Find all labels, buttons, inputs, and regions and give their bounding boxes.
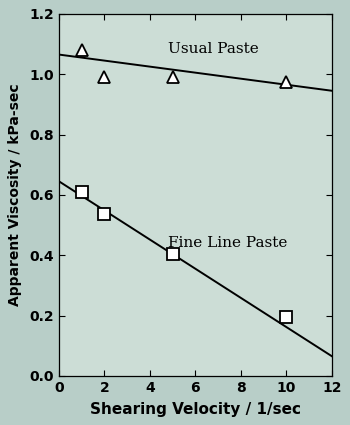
Y-axis label: Apparent Viscosity / kPa-sec: Apparent Viscosity / kPa-sec: [8, 84, 22, 306]
Text: Fine Line Paste: Fine Line Paste: [168, 236, 287, 250]
Text: Usual Paste: Usual Paste: [168, 42, 259, 56]
X-axis label: Shearing Velocity / 1/sec: Shearing Velocity / 1/sec: [90, 402, 301, 416]
